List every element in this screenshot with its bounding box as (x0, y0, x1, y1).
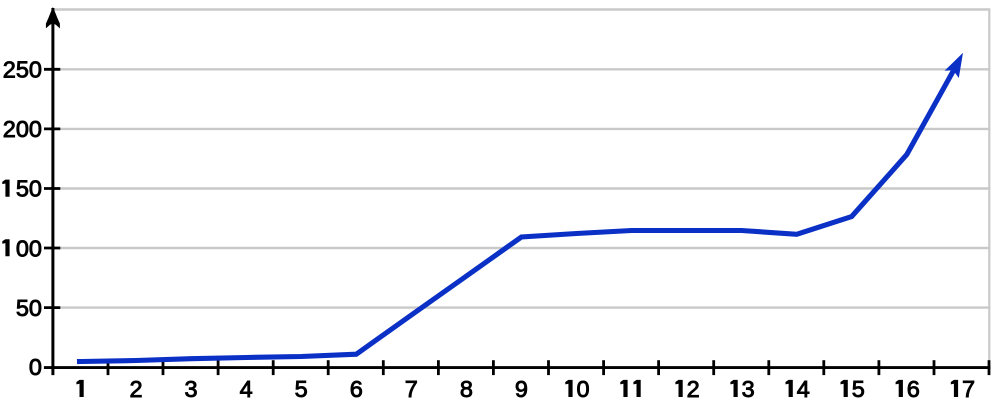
svg-text:8: 8 (460, 376, 473, 400)
svg-text:7: 7 (405, 376, 418, 400)
svg-text:5: 5 (295, 376, 308, 400)
svg-text:0: 0 (29, 354, 42, 380)
svg-text:250: 250 (3, 57, 42, 83)
svg-text:0: 0 (577, 376, 590, 400)
svg-text:7: 7 (962, 376, 975, 400)
svg-text:200: 200 (3, 116, 42, 142)
svg-text:4: 4 (240, 376, 253, 400)
svg-text:2: 2 (687, 376, 700, 400)
svg-text:50: 50 (16, 176, 42, 202)
svg-text:9: 9 (515, 376, 528, 400)
svg-text:3: 3 (185, 376, 198, 400)
svg-text:6: 6 (350, 376, 363, 400)
svg-text:4: 4 (797, 376, 810, 400)
svg-text:6: 6 (907, 376, 920, 400)
svg-text:5: 5 (852, 376, 865, 400)
svg-text:00: 00 (16, 235, 42, 261)
svg-text:3: 3 (742, 376, 755, 400)
svg-text:50: 50 (16, 295, 42, 321)
svg-text:2: 2 (130, 376, 143, 400)
